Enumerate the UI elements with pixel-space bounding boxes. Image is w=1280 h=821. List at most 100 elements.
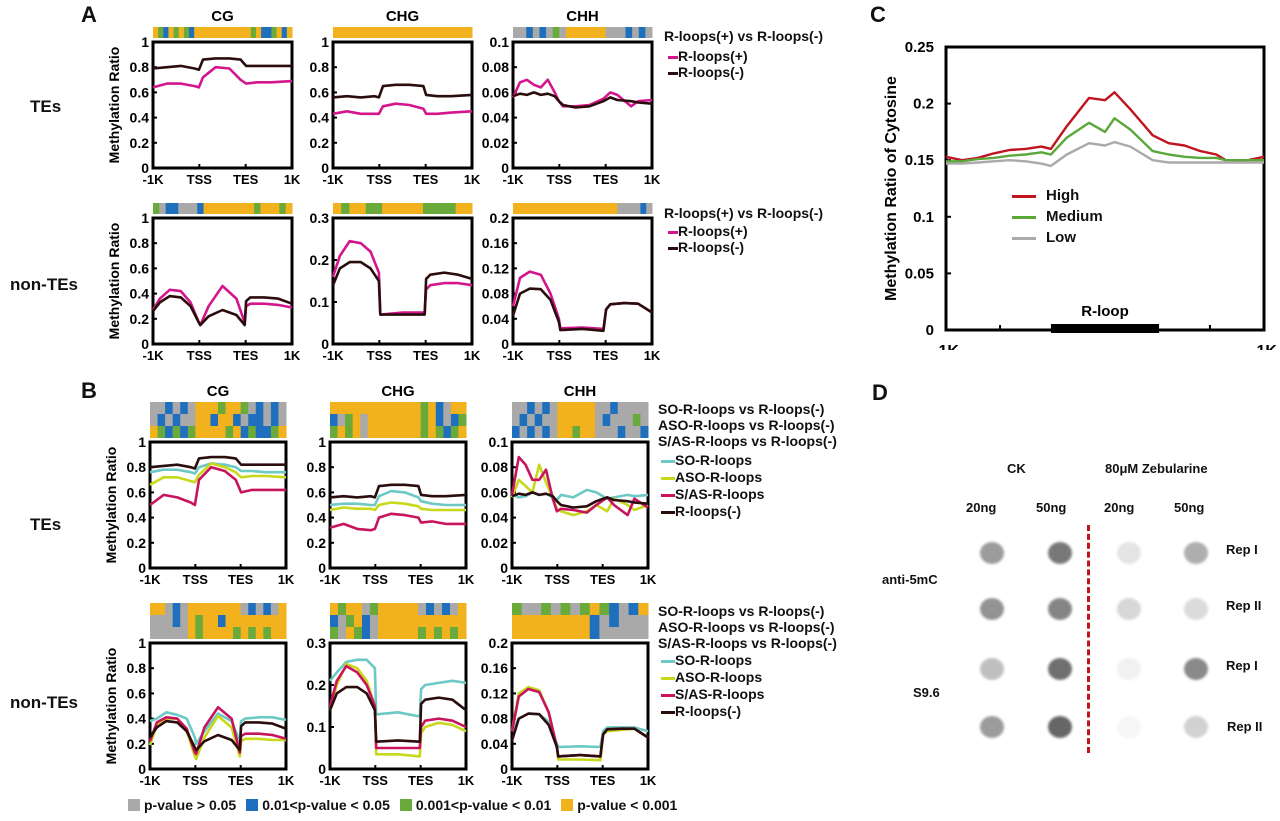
significance-cell: [225, 426, 234, 438]
legend-item-rloop-minus: R-loops(-): [661, 703, 764, 720]
significance-cell: [255, 426, 264, 438]
significance-cell: [587, 402, 596, 414]
significance-cell: [370, 615, 379, 627]
significance-cell: [587, 426, 596, 438]
significance-cell: [625, 27, 633, 38]
x-tick-label: TSS: [363, 572, 389, 587]
significance-cell: [442, 627, 451, 639]
y-tick-label: 0.8: [127, 660, 147, 676]
significance-cell: [263, 426, 272, 438]
significance-cell: [512, 615, 523, 627]
significance-cell: [546, 27, 554, 38]
significance-cell: [281, 27, 288, 38]
significance-cell: [550, 603, 562, 615]
significance-cell: [512, 402, 521, 414]
legend-label: R-loops(+): [678, 48, 748, 64]
significance-cell: [541, 615, 552, 627]
series-line-aso-r-loops: [510, 685, 649, 762]
series-line-r-loops-: [149, 455, 286, 470]
significance-cell: [195, 615, 204, 627]
significance-cell: [560, 615, 571, 627]
legend-item-rloop-plus: R-loops(+): [668, 223, 748, 239]
pvalue-label: p-value < 0.001: [577, 797, 678, 813]
significance-cell: [646, 203, 653, 214]
x-tick-label: -1K: [320, 572, 342, 587]
x-tick-label: 1K: [278, 572, 295, 587]
rep-label: Rep II: [1226, 598, 1262, 613]
legend-label: Low: [1046, 229, 1076, 246]
significance-cell: [599, 203, 607, 214]
blot-dot: [1184, 658, 1208, 680]
x-tick-label: 1K: [464, 348, 481, 363]
significance-cell: [354, 627, 363, 639]
significance-cell: [187, 627, 196, 639]
significance-cell: [458, 627, 467, 639]
significance-cell: [240, 627, 249, 639]
significance-cell: [623, 203, 630, 214]
significance-cell: [248, 402, 257, 414]
significance-cell: [370, 603, 379, 615]
significance-cell: [330, 627, 339, 639]
significance-cell: [439, 203, 448, 214]
significance-cell: [330, 426, 339, 438]
significance-cell: [458, 414, 467, 426]
significance-cell: [527, 402, 536, 414]
significance-cell: [150, 402, 159, 414]
significance-cell: [382, 414, 391, 426]
significance-cell: [365, 203, 375, 214]
significance-cell: [390, 203, 399, 214]
significance-cell: [228, 203, 236, 214]
legend-title: SO-R-loops vs R-loops(-): [658, 401, 825, 417]
x-tick-label: -1K: [502, 572, 524, 587]
significance-cell: [278, 402, 287, 414]
significance-cell: [173, 27, 180, 38]
swatch-gray: [128, 799, 140, 811]
y-tick-label: 0: [318, 560, 326, 576]
y-tick-label: 0: [926, 322, 934, 339]
significance-cell: [564, 414, 573, 426]
blot-dot: [1048, 598, 1072, 620]
y-tick-label: 0.2: [490, 210, 510, 226]
panel-c-chart: 0 0.05 0.1 0.15 0.2 0.25 -1K -1K Methylation Rat…: [883, 39, 1277, 350]
y-tick-label: 0.2: [130, 135, 150, 151]
significance-cell: [338, 627, 347, 639]
significance-cell: [534, 402, 543, 414]
x-tick-label: TES: [228, 572, 254, 587]
significance-cell: [263, 414, 272, 426]
significance-cell: [382, 402, 391, 414]
y-axis-label: Methylation Ratio of Cytosine: [883, 76, 900, 301]
significance-cell: [180, 402, 189, 414]
significance-cell: [197, 203, 205, 214]
significance-cell: [534, 414, 543, 426]
significance-cell: [352, 426, 361, 438]
series-line-high: [945, 91, 1265, 162]
significance-cell: [218, 426, 227, 438]
plot-frame: [511, 216, 654, 346]
significance-cell: [225, 615, 234, 627]
significance-cell: [618, 603, 630, 615]
significance-cell: [617, 414, 626, 426]
legend-a-top: R-loops(+) R-loops(-): [668, 48, 748, 80]
y-tick-label: 0.16: [481, 660, 508, 676]
legend-swatch: [1012, 236, 1036, 240]
y-tick-label: 0.04: [481, 736, 508, 752]
significance-cell: [285, 203, 293, 214]
significance-cell: [570, 603, 581, 615]
legend-title: SO-R-loops vs R-loops(-): [658, 603, 825, 619]
y-tick-label: 0.4: [127, 510, 147, 526]
significance-cell: [394, 603, 403, 615]
x-tick-label: 1K: [464, 172, 481, 187]
significance-cell: [530, 203, 537, 214]
significance-cell: [362, 615, 371, 627]
significance-cell: [552, 27, 560, 38]
legend-label: SO-R-loops: [675, 652, 752, 668]
significance-cell: [549, 426, 558, 438]
x-tick-label: TSS: [363, 773, 389, 788]
significance-cell: [367, 426, 376, 438]
significance-cell: [378, 603, 387, 615]
x-tick-label: 1K: [458, 572, 475, 587]
significance-cell: [278, 603, 287, 615]
significance-cell: [375, 426, 384, 438]
significance-cell: [640, 426, 649, 438]
pvalue-label: p-value > 0.05: [144, 797, 237, 813]
